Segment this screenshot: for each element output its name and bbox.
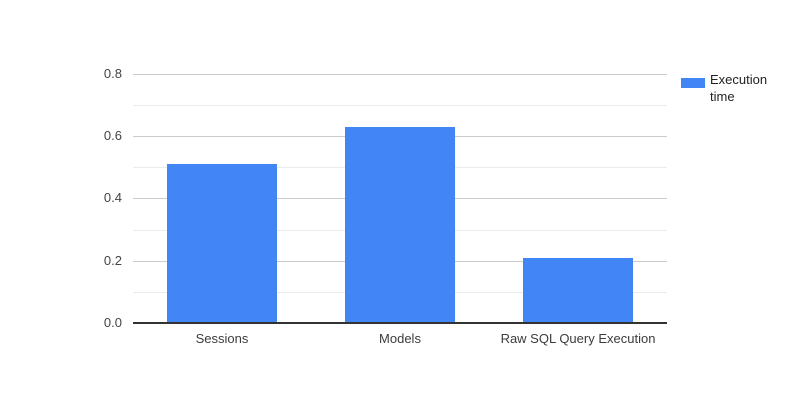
y-tick-label: 0.0 — [103, 315, 122, 330]
y-tick-label: 0.6 — [103, 128, 122, 143]
x-category-label: Raw SQL Query Execution — [500, 331, 656, 346]
bar-raw-sql-query-execution — [523, 258, 633, 323]
major-gridline — [133, 74, 667, 75]
y-tick-label: 0.2 — [103, 253, 122, 268]
legend-swatch-icon — [681, 78, 705, 88]
y-tick-label: 0.8 — [103, 66, 122, 81]
x-category-label: Sessions — [195, 331, 249, 346]
x-axis-baseline — [133, 322, 667, 324]
x-category-label: Models — [379, 331, 421, 346]
legend-label: Execution time — [710, 72, 768, 104]
y-tick-label: 0.4 — [103, 190, 122, 205]
bar-sessions — [167, 164, 277, 323]
minor-gridline — [133, 105, 667, 106]
plot-area — [133, 74, 667, 323]
bar-models — [345, 127, 455, 323]
